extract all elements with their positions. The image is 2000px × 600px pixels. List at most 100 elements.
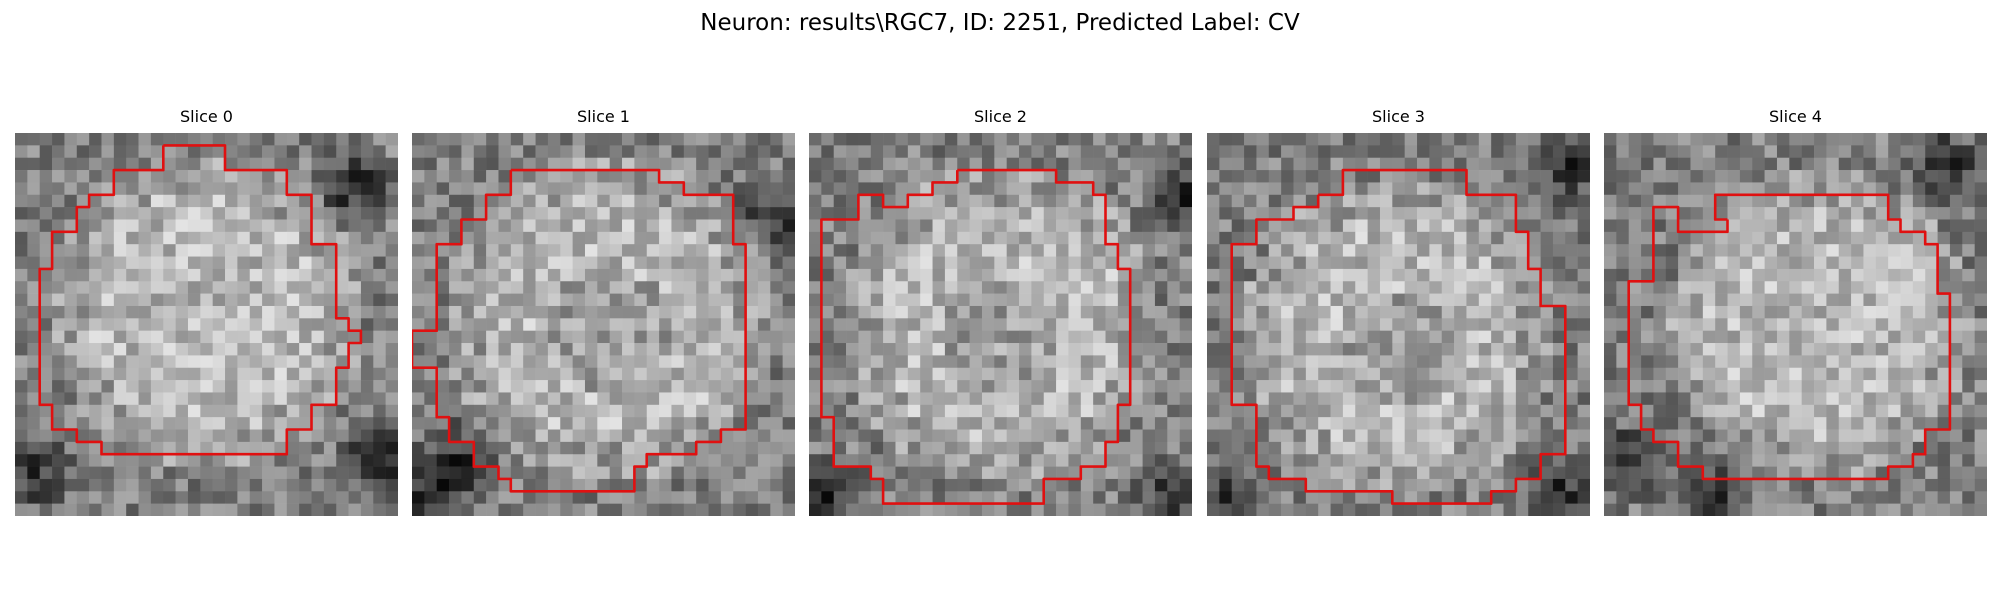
image-pixel [1417, 170, 1430, 183]
image-pixel [1379, 454, 1393, 467]
image-pixel [1678, 231, 1691, 245]
image-pixel [782, 219, 795, 233]
image-pixel [720, 330, 734, 344]
image-pixel [1665, 478, 1679, 492]
image-pixel [76, 503, 90, 516]
image-pixel [1142, 219, 1156, 233]
image-pixel [1739, 157, 1753, 171]
image-pixel [1478, 231, 1492, 245]
image-pixel [187, 441, 201, 455]
image-pixel [150, 404, 164, 418]
image-pixel [1441, 454, 1455, 467]
image-pixel [237, 182, 251, 196]
image-pixel [1056, 404, 1069, 418]
image-pixel [1801, 133, 1815, 146]
image-pixel [510, 491, 524, 504]
image-pixel [1417, 207, 1430, 220]
image-pixel [1093, 157, 1106, 171]
image-pixel [113, 380, 127, 393]
image-pixel [809, 256, 822, 270]
image-pixel [782, 441, 795, 455]
image-pixel [572, 343, 586, 356]
image-pixel [52, 170, 65, 183]
image-pixel [1838, 293, 1852, 307]
image-pixel [1752, 182, 1765, 196]
image-pixel [1752, 404, 1765, 418]
image-pixel [1454, 194, 1467, 208]
image-pixel [846, 343, 859, 356]
image-pixel [336, 380, 349, 393]
image-pixel [1565, 380, 1578, 393]
image-pixel [323, 466, 337, 480]
image-pixel [833, 355, 847, 369]
image-pixel [1826, 392, 1840, 406]
image-pixel [809, 281, 822, 294]
image-pixel [113, 466, 127, 480]
image-pixel [1515, 454, 1529, 467]
image-pixel [200, 404, 213, 418]
image-pixel [299, 441, 312, 455]
image-pixel [1454, 157, 1467, 171]
image-pixel [883, 404, 896, 418]
image-pixel [1540, 478, 1554, 492]
image-pixel [870, 305, 884, 319]
image-pixel [237, 466, 251, 480]
image-pixel [1342, 231, 1356, 245]
image-pixel [1142, 417, 1156, 430]
image-pixel [969, 355, 983, 369]
image-pixel [646, 392, 660, 406]
image-pixel [76, 207, 90, 220]
image-pixel [720, 355, 734, 369]
image-pixel [1093, 355, 1106, 369]
image-pixel [1478, 466, 1492, 480]
image-pixel [1367, 157, 1381, 171]
image-pixel [323, 194, 337, 208]
image-pixel [212, 392, 226, 406]
image-pixel [733, 355, 746, 369]
image-pixel [486, 256, 499, 270]
image-pixel [101, 170, 115, 183]
image-pixel [1503, 293, 1517, 307]
image-pixel [76, 343, 90, 356]
image-pixel [646, 367, 660, 381]
image-pixel [895, 194, 909, 208]
image-pixel [1043, 170, 1057, 183]
image-pixel [683, 231, 697, 245]
image-pixel [1080, 133, 1094, 146]
image-pixel [1863, 170, 1877, 183]
image-pixel [646, 454, 660, 467]
image-pixel [336, 491, 349, 504]
image-pixel [1641, 429, 1654, 443]
image-pixel [1268, 145, 1282, 158]
image-pixel [1851, 478, 1864, 492]
image-pixel [671, 268, 685, 282]
image-pixel [212, 380, 226, 393]
image-pixel [1789, 293, 1802, 307]
image-pixel [1231, 417, 1245, 430]
image-pixel [175, 441, 189, 455]
image-pixel [1268, 380, 1282, 393]
image-pixel [1117, 293, 1131, 307]
image-pixel [436, 305, 450, 319]
image-pixel [1207, 441, 1220, 455]
image-pixel [833, 145, 847, 158]
image-pixel [237, 355, 251, 369]
image-pixel [486, 404, 499, 418]
image-pixel [994, 392, 1007, 406]
image-pixel [1068, 182, 1082, 196]
image-pixel [809, 417, 822, 430]
image-pixel [360, 404, 374, 418]
image-pixel [187, 281, 201, 294]
slice-image [15, 133, 398, 516]
image-pixel [659, 466, 672, 480]
image-pixel [336, 392, 349, 406]
image-pixel [1962, 330, 1975, 344]
image-pixel [957, 268, 970, 282]
image-pixel [757, 244, 771, 257]
image-pixel [1154, 404, 1168, 418]
image-pixel [348, 343, 362, 356]
image-pixel [15, 157, 28, 171]
image-pixel [225, 268, 238, 282]
image-pixel [1006, 170, 1020, 183]
image-pixel [126, 380, 139, 393]
